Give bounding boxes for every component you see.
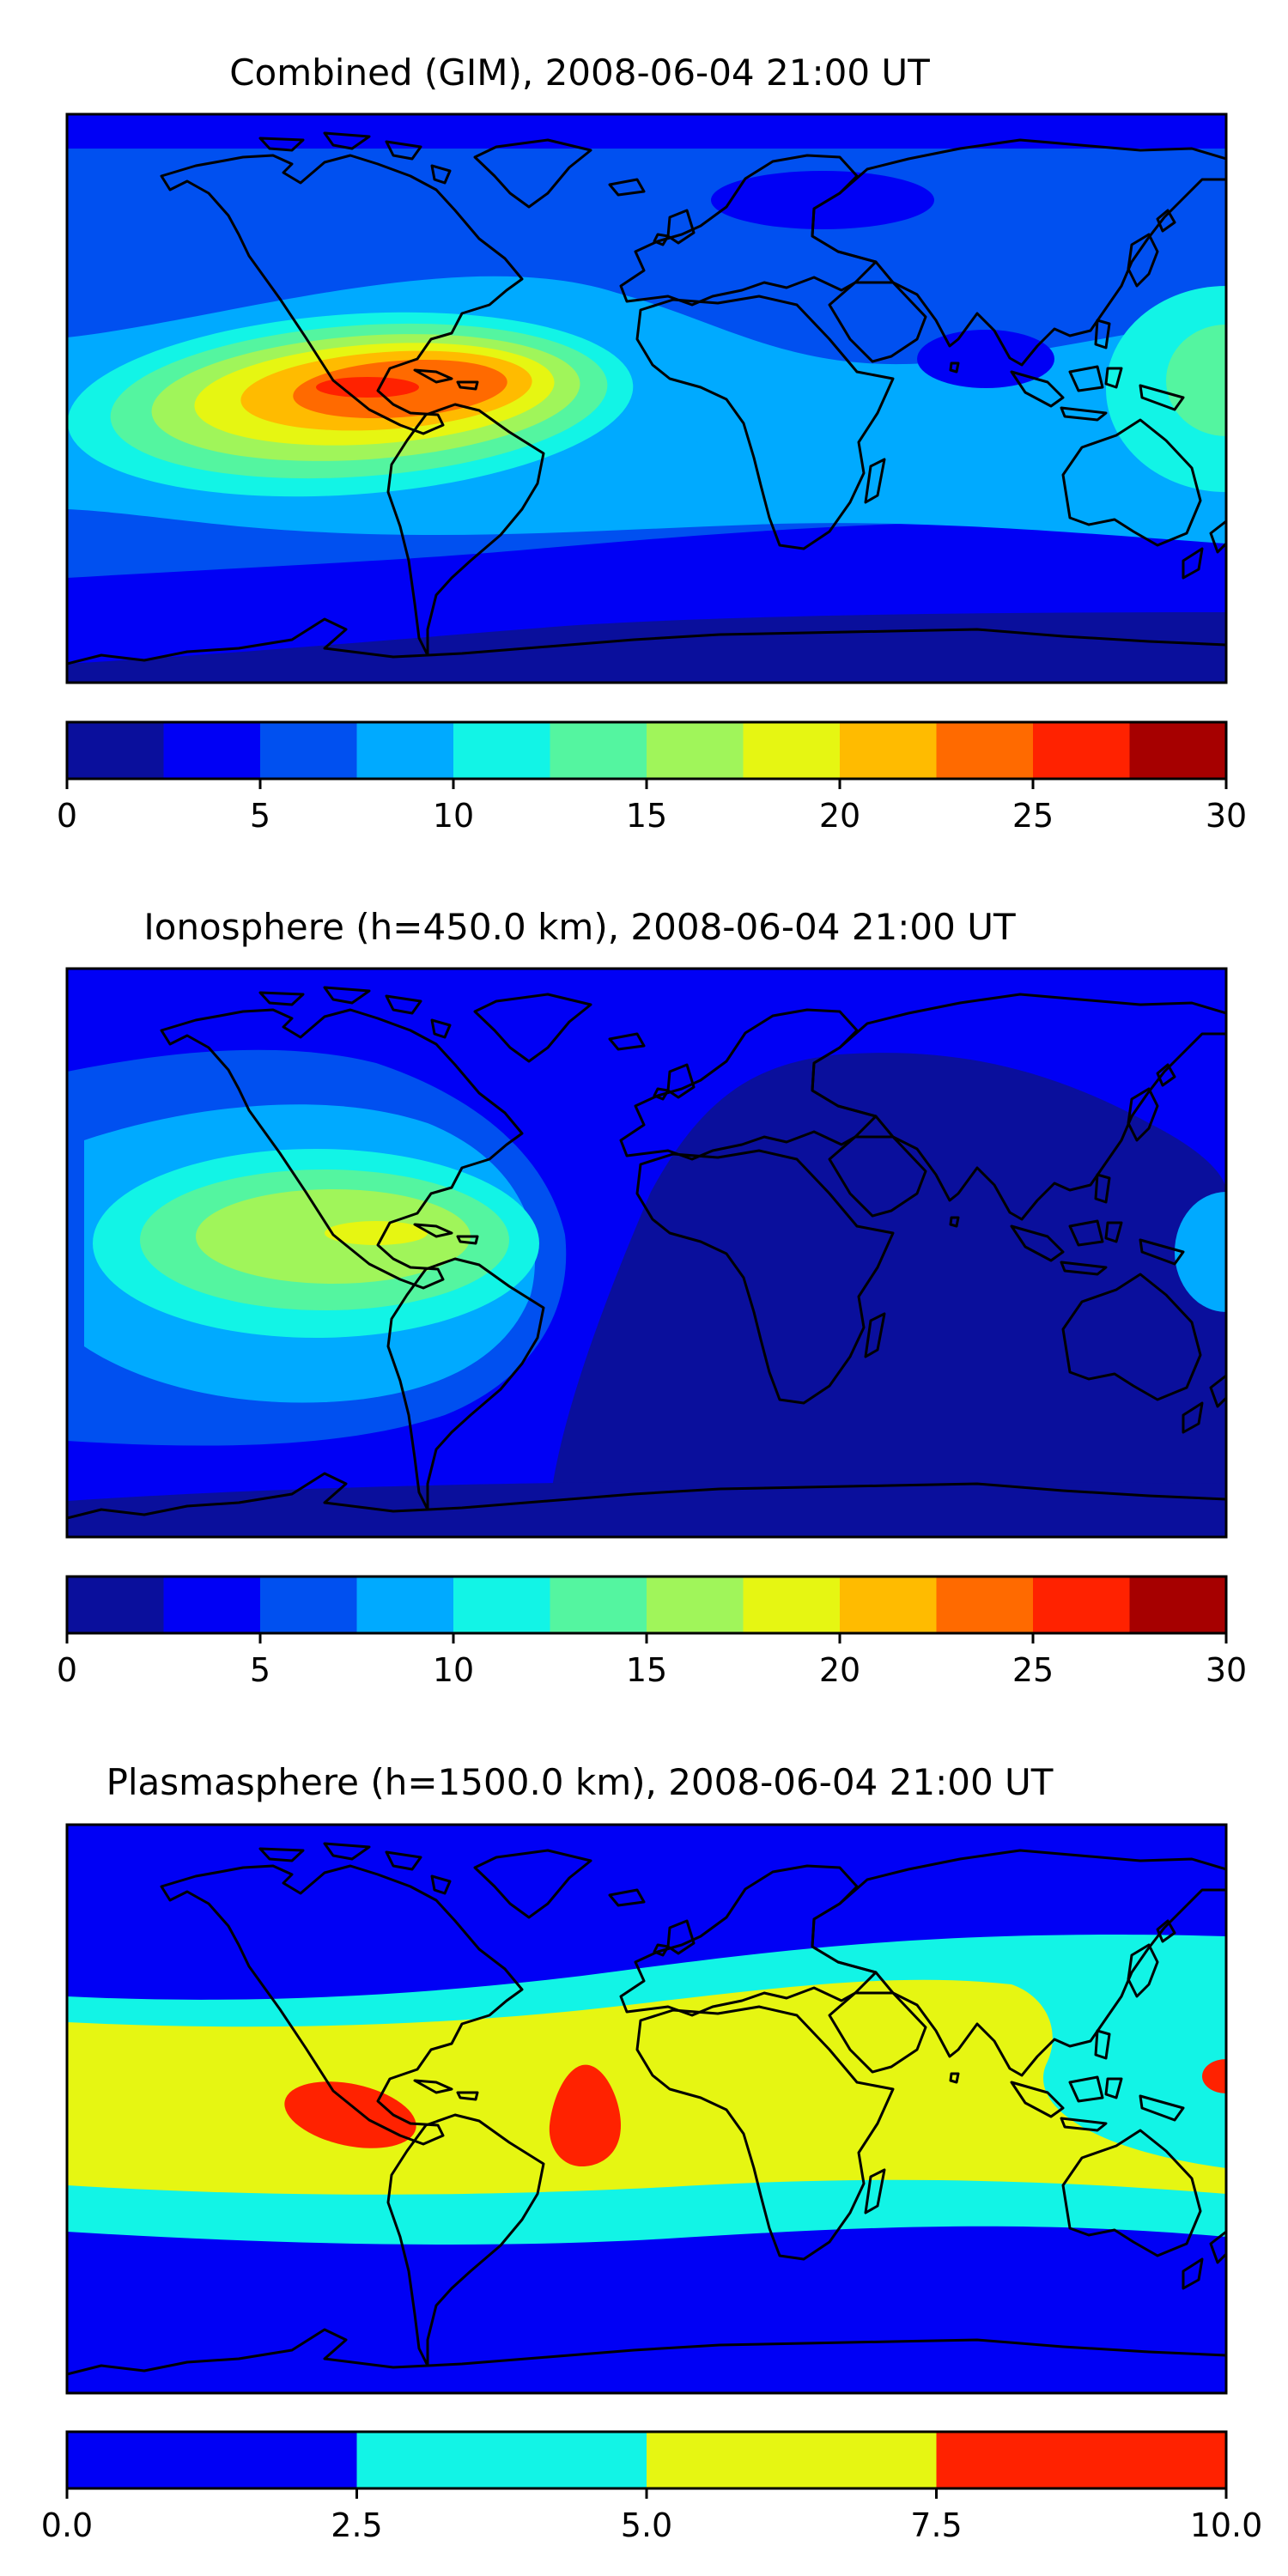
colorbar-swatch [67,1577,164,1633]
colorbar-swatch [260,1577,357,1633]
colorbar-tick-label: 10.0 [1190,2506,1263,2544]
contour-region [1175,1192,1226,1312]
colorbar: 0 5 10 15 20 25 30 [57,1575,1247,1689]
panel-title: Ionosphere (h=450.0 km), 2008-06-04 21:0… [143,906,1016,948]
panel-combined: Combined (GIM), 2008-06-04 21:00 UT [57,52,1247,835]
contour-field [67,114,1226,683]
contour-region [1202,2059,1226,2093]
colorbar-swatch [67,722,164,779]
colorbar-tick-label: 25 [1012,1651,1054,1689]
colorbar-tick-label: 30 [1206,1651,1247,1689]
colorbar-swatch [356,2432,647,2488]
colorbar-swatch [67,2432,357,2488]
colorbar-swatch [453,1577,550,1633]
colorbar-swatch [840,722,937,779]
contour-region [316,377,419,398]
contour-region [711,171,934,229]
contour-region [683,379,845,475]
colorbar-swatch [356,722,453,779]
colorbar-swatch [550,722,647,779]
map [65,112,1228,684]
colorbar-tick-label: 15 [626,1651,667,1689]
panel-ionosphere: Ionosphere (h=450.0 km), 2008-06-04 21:0… [57,906,1247,1689]
colorbar-tick-label: 5.0 [621,2506,672,2544]
contour-region [549,2064,621,2166]
colorbar-tick-label: 30 [1206,797,1247,835]
colorbar: 0 5 10 15 20 25 30 [57,720,1247,835]
map-frame [65,112,1228,684]
colorbar-swatch [936,1577,1033,1633]
colorbar-swatch [647,2432,937,2488]
panel-plasmasphere: Plasmasphere (h=1500.0 km), 2008-06-04 2… [41,1761,1263,2544]
colorbar-tick-label: 2.5 [331,2506,382,2544]
colorbar-swatch [260,722,357,779]
colorbar-swatch [743,722,840,779]
panel-title: Plasmasphere (h=1500.0 km), 2008-06-04 2… [106,1761,1054,1803]
colorbar-swatch [840,1577,937,1633]
colorbar-tick-label: 25 [1012,797,1054,835]
colorbar-swatch [936,722,1033,779]
map-frame [65,1823,1228,2395]
colorbar-swatch [550,1577,647,1633]
map-frame [65,967,1228,1539]
contour-region [548,1053,1226,1537]
colorbar-swatch [1033,722,1130,779]
colorbar-swatch [743,1577,840,1633]
colorbar-tick-label: 0 [57,1651,77,1689]
colorbar-tick-label: 10 [433,1651,474,1689]
colorbar-swatch [1033,1577,1130,1633]
panel-title: Combined (GIM), 2008-06-04 21:00 UT [229,52,930,94]
colorbar-tick-label: 15 [626,797,667,835]
colorbar-swatch [647,1577,744,1633]
contour-region [67,114,1226,149]
colorbar-tick-label: 0.0 [41,2506,93,2544]
colorbar-swatch [1129,1577,1226,1633]
contour-region [67,1480,1226,1537]
colorbar-swatch [163,722,260,779]
colorbar-tick-label: 5 [250,1651,270,1689]
map [65,967,1228,1539]
colorbar-swatch [647,722,744,779]
colorbar: 0.0 2.5 5.0 7.5 10.0 [41,2430,1263,2544]
contour-region [284,2081,416,2148]
colorbar-swatch [1129,722,1226,779]
colorbar-tick-label: 10 [433,797,474,835]
colorbar-tick-label: 0 [57,797,77,835]
colorbar-swatch [356,1577,453,1633]
contour-field [67,969,1226,1537]
colorbar-tick-label: 20 [819,1651,860,1689]
colorbar-tick-label: 20 [819,797,860,835]
colorbar-tick-label: 5 [250,797,270,835]
colorbar-swatch [936,2432,1226,2488]
colorbar-swatch [453,722,550,779]
colorbar-swatch [163,1577,260,1633]
map [65,1823,1228,2395]
contour-region [325,1221,428,1245]
colorbar-tick-label: 7.5 [910,2506,962,2544]
contour-field [67,1825,1226,2393]
contour-region [1166,325,1226,436]
